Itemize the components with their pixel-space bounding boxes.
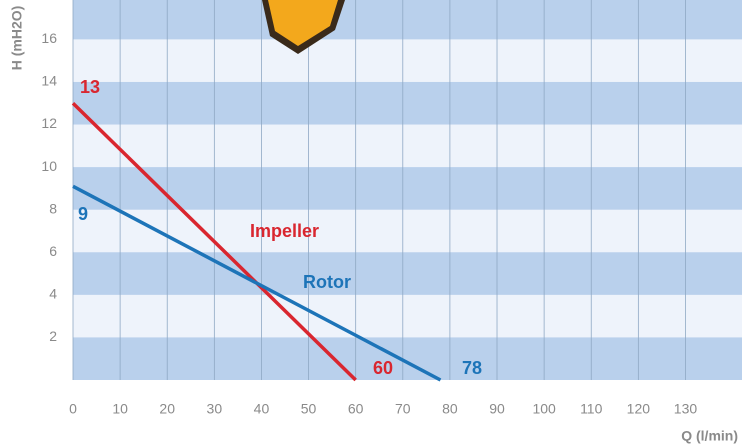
y-tick-label: 2 bbox=[49, 328, 57, 344]
plot-area bbox=[73, 0, 742, 380]
x-tick-label: 10 bbox=[112, 401, 128, 417]
series-label: Impeller bbox=[250, 221, 319, 241]
x-tick-label: 20 bbox=[159, 401, 175, 417]
band bbox=[73, 252, 742, 295]
annotation: 13 bbox=[80, 77, 100, 97]
x-tick-label: 110 bbox=[580, 401, 603, 417]
y-tick-label: 4 bbox=[49, 286, 57, 302]
x-axis-title: Q (l/min) bbox=[681, 428, 738, 444]
y-tick-label: 12 bbox=[41, 115, 57, 131]
series-label: Rotor bbox=[303, 272, 351, 292]
x-tick-label: 60 bbox=[348, 401, 364, 417]
x-tick-label: 40 bbox=[254, 401, 270, 417]
y-tick-label: 6 bbox=[49, 243, 57, 259]
y-tick-label: 10 bbox=[41, 158, 57, 174]
annotation: 9 bbox=[78, 204, 88, 224]
x-tick-label: 130 bbox=[674, 401, 698, 417]
x-tick-label: 80 bbox=[442, 401, 458, 417]
y-tick-label: 14 bbox=[41, 73, 57, 89]
y-axis-title: H (mH2O) bbox=[9, 6, 25, 71]
x-tick-label: 90 bbox=[489, 401, 505, 417]
band bbox=[73, 0, 742, 39]
x-tick-label: 100 bbox=[532, 401, 556, 417]
chart: H (mH2O) Q (l/min) 0 10 20 30 40 50 60 70 80 90 10… bbox=[0, 0, 742, 445]
band bbox=[73, 82, 742, 125]
annotation: 60 bbox=[373, 358, 393, 378]
y-tick-label: 8 bbox=[49, 200, 57, 216]
annotation: 78 bbox=[462, 358, 482, 378]
x-tick-label: 50 bbox=[301, 401, 317, 417]
x-tick-label: 0 bbox=[69, 401, 77, 417]
x-tick-label: 70 bbox=[395, 401, 411, 417]
y-tick-label: 16 bbox=[41, 30, 57, 46]
x-tick-label: 120 bbox=[627, 401, 651, 417]
x-tick-label: 30 bbox=[207, 401, 223, 417]
band bbox=[73, 337, 742, 380]
